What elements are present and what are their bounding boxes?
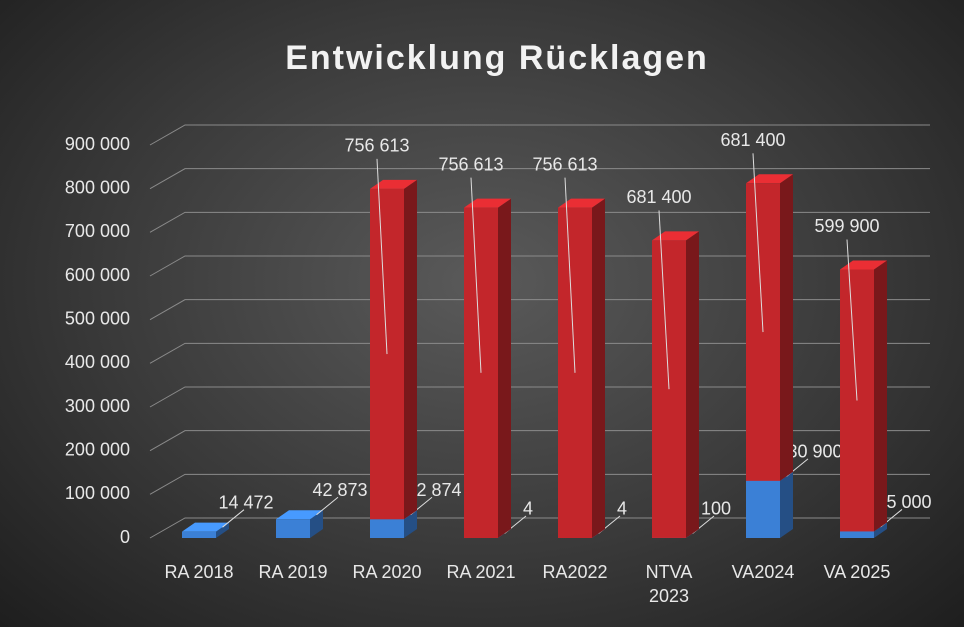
bar <box>840 531 874 538</box>
data-label: 756 613 <box>532 154 597 174</box>
leader-line <box>376 158 388 355</box>
leader-line <box>470 177 482 373</box>
bar-side <box>874 522 887 538</box>
chart-title: Entwicklung Rücklagen <box>285 39 709 77</box>
y-tick-label: 700 000 <box>65 221 130 241</box>
grid-line <box>149 473 930 495</box>
x-tick-label: NTVA 2023 <box>645 562 693 606</box>
bar-side <box>686 231 699 538</box>
leader-line <box>846 239 858 401</box>
x-tick-label: RA 2021 <box>446 562 516 582</box>
y-tick-label: 900 000 <box>65 134 130 154</box>
data-label: 756 613 <box>344 136 409 156</box>
bar-side <box>404 179 417 520</box>
data-label: 15 000 <box>876 492 931 512</box>
data-label: 4 <box>617 499 627 519</box>
x-tick-label: RA 2019 <box>258 562 328 582</box>
leader-line <box>564 177 576 373</box>
y-tick-label: 200 000 <box>65 439 130 459</box>
x-tick-label: RA 2018 <box>164 562 234 582</box>
leader-line <box>222 509 245 528</box>
y-tick-label: 600 000 <box>65 265 130 285</box>
bar-top <box>746 174 793 184</box>
bar-top <box>370 179 417 189</box>
data-label: 130 900 <box>777 442 842 462</box>
bar <box>746 480 780 538</box>
bar-side <box>592 198 605 538</box>
bar-side <box>780 471 793 538</box>
grid-line <box>149 211 930 233</box>
x-tick-label: RA 2020 <box>352 562 422 582</box>
data-label: 599 900 <box>814 216 879 236</box>
leader-line <box>752 153 764 333</box>
y-tick-label: 400 000 <box>65 352 130 372</box>
bar <box>370 519 404 538</box>
grid-line <box>149 299 930 321</box>
data-label: 14 472 <box>218 492 273 512</box>
grid-line <box>149 517 930 539</box>
data-label: 100 <box>701 499 731 519</box>
data-label: 42 873 <box>312 480 367 500</box>
x-tick-label: VA2024 <box>731 562 795 582</box>
x-tick-label: RA2022 <box>542 562 608 582</box>
bar-top <box>652 231 699 241</box>
bar-top <box>840 260 887 270</box>
grid-line <box>149 386 930 408</box>
bar-side <box>310 510 323 538</box>
bar <box>652 240 686 538</box>
leader-line <box>316 496 339 516</box>
grid-line <box>149 255 930 277</box>
bar <box>182 531 216 538</box>
data-label: 681 400 <box>720 130 785 150</box>
data-label: 4 <box>523 499 533 519</box>
grid-line <box>149 168 930 190</box>
grid-line <box>149 124 930 146</box>
bar-side <box>780 174 793 481</box>
bar-top <box>276 510 323 520</box>
y-tick-label: 0 <box>120 527 130 547</box>
leader-line <box>658 210 670 390</box>
y-tick-label: 300 000 <box>65 396 130 416</box>
bar-side <box>874 260 887 532</box>
y-tick-label: 100 000 <box>65 483 130 503</box>
y-tick-label: 800 000 <box>65 177 130 197</box>
data-label: 756 613 <box>438 154 503 174</box>
bar <box>276 519 310 538</box>
bar-top <box>464 198 511 208</box>
bar-side <box>404 510 417 538</box>
x-tick-label: VA 2025 <box>823 562 891 582</box>
data-label: 42 874 <box>406 480 461 500</box>
data-label: 681 400 <box>626 187 691 207</box>
grid-line <box>149 342 930 364</box>
bar-top <box>558 198 605 208</box>
bar-top <box>182 522 229 532</box>
bar-side <box>498 198 511 538</box>
bar-side <box>216 522 229 538</box>
y-tick-label: 500 000 <box>65 308 130 328</box>
